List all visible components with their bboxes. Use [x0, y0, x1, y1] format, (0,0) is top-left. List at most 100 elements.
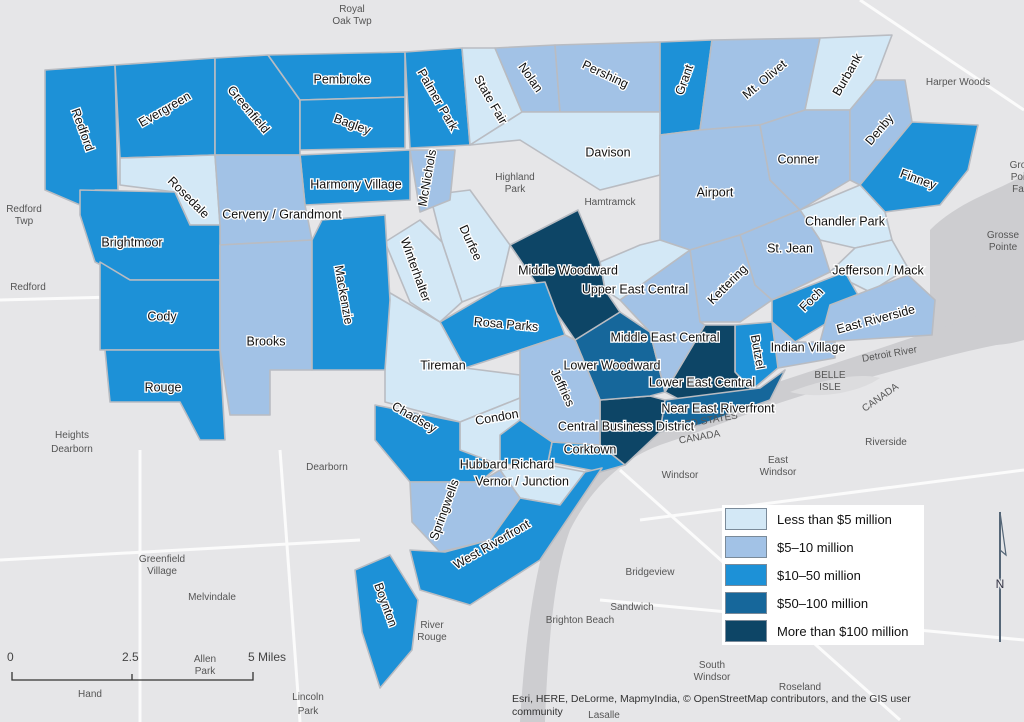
place-label: Melvindale [188, 592, 236, 603]
district-bagley[interactable] [299, 96, 406, 151]
district-label: Hubbard Richard [460, 457, 555, 471]
place-label: Redford [6, 204, 42, 215]
district-west-riverfront[interactable] [409, 467, 603, 606]
district-boynton[interactable] [354, 554, 419, 689]
district-label: Pembroke [314, 72, 371, 86]
place-label: Gro [1010, 160, 1024, 171]
place-label: East [768, 455, 788, 466]
district-label: Central Business District [558, 419, 695, 433]
district-winterhalter[interactable] [384, 219, 463, 323]
district-label: Harmony Village [310, 177, 402, 191]
district-label: Lower East Central [649, 375, 755, 389]
district-cerveny-grandmont[interactable] [214, 154, 313, 246]
district-label: Brooks [247, 334, 286, 348]
district-east-riverside[interactable] [819, 274, 936, 343]
place-label: Dearborn [51, 444, 93, 455]
place-label: Twp [15, 216, 34, 227]
district-label: Indian Village [771, 340, 846, 354]
place-label: Poi [1011, 172, 1024, 183]
place-label: Village [147, 566, 177, 577]
legend-label: More than $100 million [777, 623, 909, 639]
district-label: Tireman [420, 358, 465, 372]
place-label: Rouge [417, 632, 447, 643]
place-label: Lincoln [292, 692, 324, 703]
district-label: Airport [697, 185, 734, 199]
place-label: Sandwich [610, 602, 653, 613]
place-label: Fa [1012, 184, 1024, 195]
district-chadsey[interactable] [374, 404, 501, 483]
district-label: Davison [585, 145, 630, 159]
scale-bar [11, 672, 254, 681]
place-label: BELLE [814, 370, 845, 381]
districts-layer [44, 34, 979, 689]
district-label: Middle East Central [610, 330, 719, 344]
district-label: Cody [147, 309, 177, 323]
district-davison[interactable] [469, 111, 661, 191]
place-label: Royal [339, 4, 365, 15]
district-mcnichols[interactable] [409, 149, 456, 213]
district-label: Cerveny / Grandmont [222, 207, 342, 221]
place-label: River [420, 620, 444, 631]
place-label: Allen [194, 654, 216, 665]
district-label: St. Jean [767, 241, 813, 255]
legend-label: $10–50 million [777, 567, 861, 583]
district-brooks[interactable] [219, 239, 313, 416]
district-label: Conner [778, 152, 819, 166]
place-label: Harper Woods [926, 77, 990, 88]
place-label: Pointe [989, 242, 1018, 253]
place-label: Hand [78, 689, 102, 700]
legend-item: More than $100 million [722, 617, 924, 645]
place-label: Hamtramck [584, 197, 636, 208]
legend-swatch [725, 508, 767, 530]
district-label: Corktown [564, 442, 617, 456]
place-label: Park [298, 706, 320, 717]
district-label: Upper East Central [582, 282, 688, 296]
district-mackenzie[interactable] [311, 214, 391, 371]
legend-swatch [725, 592, 767, 614]
place-label: Heights [55, 430, 89, 441]
legend-item: $5–10 million [722, 533, 924, 561]
district-label: Chandler Park [805, 214, 886, 228]
place-label: Bridgeview [626, 567, 676, 578]
place-label: Greenfield [139, 554, 185, 565]
legend-swatch [725, 620, 767, 642]
place-label: Riverside [865, 437, 907, 448]
scale-tick-0: 0 [7, 650, 14, 664]
district-hubbard-richard[interactable] [499, 419, 553, 466]
district-label: Middle Woodward [518, 263, 618, 277]
place-label: Redford [10, 282, 46, 293]
district-label: Near East Riverfront [661, 401, 775, 415]
place-label: Windsor [662, 470, 699, 481]
legend-label: Less than $5 million [777, 511, 892, 527]
attribution: Esri, HERE, DeLorme, MapmyIndia, © OpenS… [512, 693, 911, 718]
place-label: Grosse [987, 230, 1020, 241]
place-label: Park [195, 666, 217, 677]
legend-item: $50–100 million [722, 589, 924, 617]
place-label: Roseland [779, 682, 821, 693]
belle-isle [790, 375, 880, 396]
north-label: N [996, 577, 1005, 591]
legend-label: $50–100 million [777, 595, 869, 611]
legend-label: $5–10 million [777, 539, 854, 555]
legend: Less than $5 million $5–10 million $10–5… [722, 505, 924, 645]
district-label: Lower Woodward [563, 358, 660, 372]
district-label: Jefferson / Mack [832, 263, 924, 277]
scale-tick-5: 5 Miles [248, 650, 287, 664]
district-label: Vernor / Junction [475, 474, 569, 488]
place-label: Windsor [694, 672, 731, 683]
place-label: South [699, 660, 725, 671]
place-label: ISLE [819, 382, 841, 393]
legend-swatch [725, 536, 767, 558]
scale-tick-2-5: 2.5 [122, 650, 139, 664]
place-label: Lasalle [588, 710, 620, 721]
legend-item: Less than $5 million [722, 505, 924, 533]
place-label: Dearborn [306, 462, 348, 473]
north-arrow: N [994, 511, 1007, 642]
district-label: Rouge [145, 380, 182, 394]
place-label: Brighton Beach [546, 615, 614, 626]
district-rouge[interactable] [104, 349, 226, 441]
place-label: Park [505, 184, 527, 195]
place-label: Windsor [760, 467, 797, 478]
place-label: CANADA [860, 381, 901, 414]
